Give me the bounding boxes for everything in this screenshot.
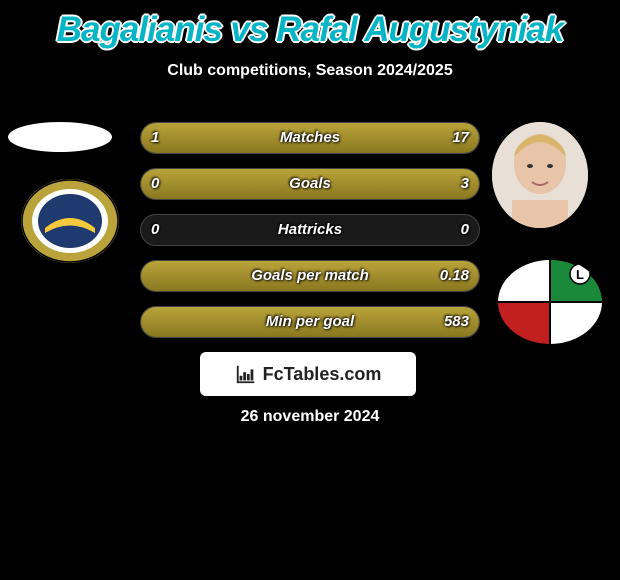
stat-value-left: 1 [151, 123, 159, 153]
stat-value-right: 0.18 [440, 261, 469, 291]
brand-text: FcTables.com [263, 364, 382, 385]
stat-row: Goals per match0.18 [140, 260, 480, 292]
stat-label: Goals per match [141, 261, 479, 291]
stat-row: Matches1 17 [140, 122, 480, 154]
stat-value-right: 583 [444, 307, 469, 337]
stats-container: Matches117Goals03Hattricks00Goals per ma… [140, 122, 480, 352]
stat-value-left: 0 [151, 215, 159, 245]
stat-row: Goals0 3 [140, 168, 480, 200]
brand-badge: FcTables.com [200, 352, 416, 396]
page-title: Bagalianis vs Rafal Augustyniak [0, 0, 620, 50]
left-player-avatar [8, 122, 112, 152]
stat-value-right: 0 [461, 215, 469, 245]
stat-value-left: 0 [151, 169, 159, 199]
stat-row: Hattricks0 0 [140, 214, 480, 246]
stat-label: Goals [141, 169, 479, 199]
svg-text:L: L [576, 267, 584, 282]
stat-label: Matches [141, 123, 479, 153]
stat-value-right: 17 [452, 123, 469, 153]
right-club-badge: L [496, 258, 604, 346]
right-player-avatar [492, 122, 588, 228]
stat-label: Min per goal [141, 307, 479, 337]
subtitle: Club competitions, Season 2024/2025 [0, 62, 620, 80]
stat-label: Hattricks [141, 215, 479, 245]
chart-icon [235, 363, 257, 385]
left-club-badge [20, 178, 120, 264]
stat-row: Min per goal583 [140, 306, 480, 338]
stat-value-right: 3 [461, 169, 469, 199]
date: 26 november 2024 [0, 408, 620, 426]
